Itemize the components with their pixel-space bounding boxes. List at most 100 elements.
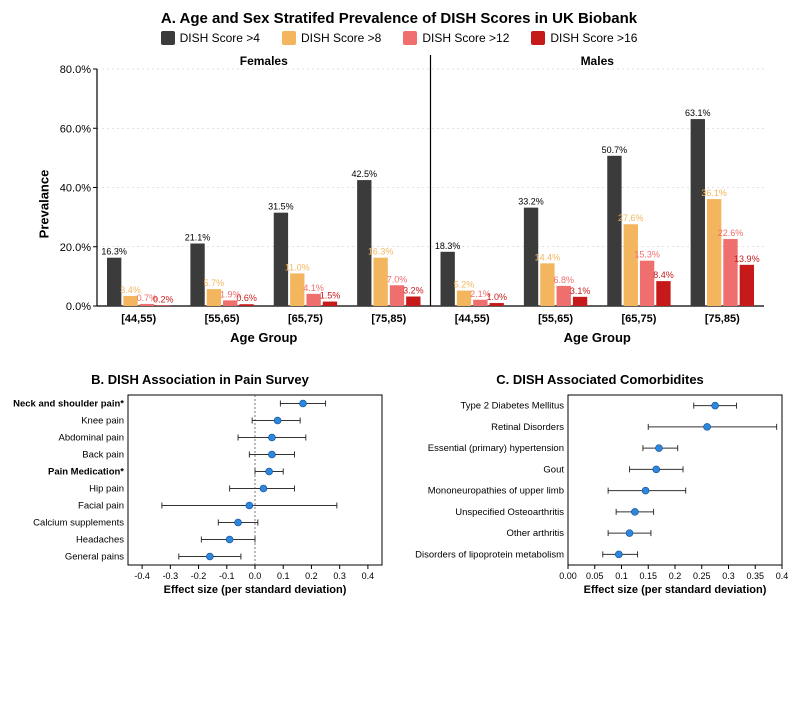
svg-text:Pain Medication*: Pain Medication* xyxy=(48,467,124,478)
svg-text:Unspecified Osteoarthritis: Unspecified Osteoarthritis xyxy=(455,507,564,518)
svg-text:Essential (primary) hypertensi: Essential (primary) hypertension xyxy=(428,443,564,454)
svg-text:0.2%: 0.2% xyxy=(153,294,174,304)
svg-text:7.0%: 7.0% xyxy=(387,274,408,284)
svg-text:40.0%: 40.0% xyxy=(60,183,91,195)
legend-swatch xyxy=(161,31,175,45)
svg-text:0.3: 0.3 xyxy=(722,571,735,581)
svg-text:0.15: 0.15 xyxy=(639,571,657,581)
svg-text:0.35: 0.35 xyxy=(746,571,764,581)
svg-text:Knee pain: Knee pain xyxy=(81,416,124,427)
legend-label: DISH Score >4 xyxy=(180,31,260,45)
svg-text:-0.2: -0.2 xyxy=(191,571,207,581)
svg-text:Abdominal pain: Abdominal pain xyxy=(59,433,125,444)
svg-text:21.1%: 21.1% xyxy=(185,232,211,242)
legend-label: DISH Score >12 xyxy=(422,31,509,45)
svg-text:[55,65): [55,65) xyxy=(205,313,240,325)
svg-text:Disorders of lipoprotein metab: Disorders of lipoprotein metabolism xyxy=(415,549,564,560)
svg-text:-0.3: -0.3 xyxy=(163,571,179,581)
svg-text:15.3%: 15.3% xyxy=(634,250,660,260)
legend-swatch xyxy=(531,31,545,45)
panel-a-chart: 0.0%20.0%40.0%60.0%80.0%Females16.3%3.4%… xyxy=(52,51,772,351)
svg-text:16.3%: 16.3% xyxy=(101,247,127,257)
svg-text:Hip pain: Hip pain xyxy=(89,484,124,495)
svg-text:Facial pain: Facial pain xyxy=(78,501,124,512)
legend-swatch xyxy=(282,31,296,45)
svg-text:16.3%: 16.3% xyxy=(368,247,394,257)
svg-text:Age Group: Age Group xyxy=(564,330,631,345)
svg-text:Calcium supplements: Calcium supplements xyxy=(33,518,124,529)
svg-text:Headaches: Headaches xyxy=(76,535,124,546)
svg-text:-0.1: -0.1 xyxy=(219,571,235,581)
svg-text:0.4: 0.4 xyxy=(362,571,375,581)
svg-text:0.1: 0.1 xyxy=(277,571,290,581)
svg-text:14.4%: 14.4% xyxy=(535,252,561,262)
svg-text:33.2%: 33.2% xyxy=(518,197,544,207)
legend-label: DISH Score >8 xyxy=(301,31,381,45)
svg-text:[44,55): [44,55) xyxy=(455,313,490,325)
svg-text:0.4: 0.4 xyxy=(776,571,789,581)
panel-b-title: B. DISH Association in Pain Survey xyxy=(10,372,390,387)
svg-text:[75,85): [75,85) xyxy=(371,313,406,325)
panel-a: A. Age and Sex Stratifed Prevalence of D… xyxy=(10,10,788,356)
svg-text:Effect size (per standard devi: Effect size (per standard deviation) xyxy=(164,584,347,596)
svg-text:3.2%: 3.2% xyxy=(403,286,424,296)
panel-c-title: C. DISH Associated Comorbidites xyxy=(410,372,790,387)
legend-label: DISH Score >16 xyxy=(550,31,637,45)
svg-text:31.5%: 31.5% xyxy=(268,202,294,212)
svg-text:63.1%: 63.1% xyxy=(685,108,711,118)
legend-item: DISH Score >4 xyxy=(161,31,260,45)
svg-text:Type 2 Diabetes Mellitus: Type 2 Diabetes Mellitus xyxy=(461,401,565,412)
svg-text:0.2: 0.2 xyxy=(669,571,682,581)
panel-c: C. DISH Associated Comorbidites 0.00 0.05… xyxy=(410,372,790,604)
svg-text:13.9%: 13.9% xyxy=(734,254,760,264)
svg-text:[65,75): [65,75) xyxy=(622,313,657,325)
legend-swatch xyxy=(403,31,417,45)
svg-text:General pains: General pains xyxy=(65,552,124,563)
svg-text:36.1%: 36.1% xyxy=(701,188,727,198)
svg-text:42.5%: 42.5% xyxy=(352,169,378,179)
svg-text:[75,85): [75,85) xyxy=(705,313,740,325)
svg-text:Mononeuropathies of upper limb: Mononeuropathies of upper limb xyxy=(428,486,564,497)
panel-b: B. DISH Association in Pain Survey -0.4-… xyxy=(10,372,390,604)
svg-text:-0.4: -0.4 xyxy=(134,571,150,581)
svg-text:27.6%: 27.6% xyxy=(618,213,644,223)
svg-text:8.4%: 8.4% xyxy=(653,270,674,280)
panel-c-chart: 0.00 0.05 0.1 0.15 0.2 0.25 0.3 0.35 0.4 Effect s… xyxy=(410,389,790,599)
panel-a-legend: DISH Score >4 DISH Score >8 DISH Score >12… xyxy=(10,31,788,45)
svg-text:50.7%: 50.7% xyxy=(602,145,628,155)
svg-text:60.0%: 60.0% xyxy=(60,123,91,135)
svg-text:Neck and shoulder pain*: Neck and shoulder pain* xyxy=(13,399,124,410)
bottom-row: B. DISH Association in Pain Survey -0.4-… xyxy=(10,372,788,604)
svg-text:[65,75): [65,75) xyxy=(288,313,323,325)
svg-text:0.1: 0.1 xyxy=(615,571,628,581)
panel-b-chart: -0.4 -0.3 -0.2 -0.1 0.0 0.1 0.2 0.3 0.4 Effect si… xyxy=(10,389,390,599)
svg-text:Females: Females xyxy=(240,54,288,68)
svg-text:1.5%: 1.5% xyxy=(320,291,341,301)
svg-text:0.3: 0.3 xyxy=(333,571,346,581)
svg-text:3.1%: 3.1% xyxy=(570,286,591,296)
legend-item: DISH Score >16 xyxy=(531,31,637,45)
svg-text:Retinal Disorders: Retinal Disorders xyxy=(491,422,564,433)
svg-text:Effect size (per standard devi: Effect size (per standard deviation) xyxy=(584,584,767,596)
panel-a-ylabel: Prevalance xyxy=(37,169,52,238)
svg-text:0.00: 0.00 xyxy=(559,571,577,581)
svg-text:0.2: 0.2 xyxy=(305,571,318,581)
svg-text:Back pain: Back pain xyxy=(82,450,124,461)
legend-item: DISH Score >8 xyxy=(282,31,381,45)
panel-a-title: A. Age and Sex Stratifed Prevalence of D… xyxy=(10,10,788,27)
svg-text:0.0: 0.0 xyxy=(249,571,262,581)
svg-text:Age Group: Age Group xyxy=(230,330,297,345)
svg-text:0.6%: 0.6% xyxy=(236,293,257,303)
svg-text:0.05: 0.05 xyxy=(586,571,604,581)
svg-text:1.0%: 1.0% xyxy=(486,292,507,302)
svg-text:6.8%: 6.8% xyxy=(553,275,574,285)
svg-text:[44,55): [44,55) xyxy=(121,313,156,325)
svg-text:0.25: 0.25 xyxy=(693,571,711,581)
svg-text:Other arthritis: Other arthritis xyxy=(506,528,564,539)
svg-text:Males: Males xyxy=(581,54,615,68)
svg-text:5.7%: 5.7% xyxy=(204,278,225,288)
legend-item: DISH Score >12 xyxy=(403,31,509,45)
svg-text:80.0%: 80.0% xyxy=(60,64,91,76)
svg-text:22.6%: 22.6% xyxy=(718,228,744,238)
svg-text:Gout: Gout xyxy=(543,464,564,475)
